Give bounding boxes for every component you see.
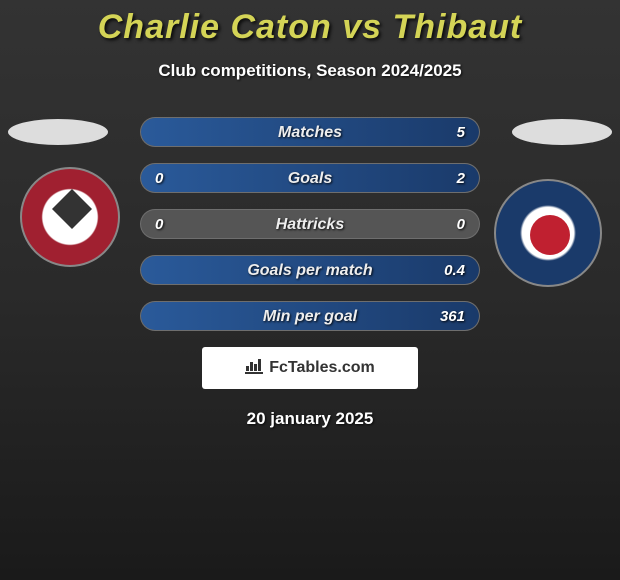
brand-logo[interactable]: FcTables.com [202,347,418,389]
player-avatar-left [8,119,108,145]
stat-value-right: 361 [440,302,465,331]
stats-container: Matches50Goals20Hattricks0Goals per matc… [140,117,480,331]
subtitle: Club competitions, Season 2024/2025 [0,61,620,81]
stat-bar: Goals per match0.4 [140,255,480,285]
stat-value-right: 0.4 [444,256,465,285]
chart-icon [245,358,263,379]
stat-label: Goals [141,164,479,193]
stat-label: Matches [141,118,479,147]
player-avatar-right [512,119,612,145]
header: Charlie Caton vs Thibaut Club competitio… [0,0,620,81]
brand-text: FcTables.com [269,359,375,377]
stat-label: Hattricks [141,210,479,239]
club-badge-left [20,167,120,267]
stat-label: Min per goal [141,302,479,331]
content: Matches50Goals20Hattricks0Goals per matc… [0,117,620,429]
stat-value-right: 5 [457,118,465,147]
page-title: Charlie Caton vs Thibaut [0,8,620,47]
stat-bar: Min per goal361 [140,301,480,331]
stat-bar: 0Hattricks0 [140,209,480,239]
stat-bar: 0Goals2 [140,163,480,193]
club-badge-right [494,179,602,287]
date-text: 20 january 2025 [0,409,620,429]
stat-value-right: 0 [457,210,465,239]
stat-label: Goals per match [141,256,479,285]
stat-value-right: 2 [457,164,465,193]
stat-bar: Matches5 [140,117,480,147]
